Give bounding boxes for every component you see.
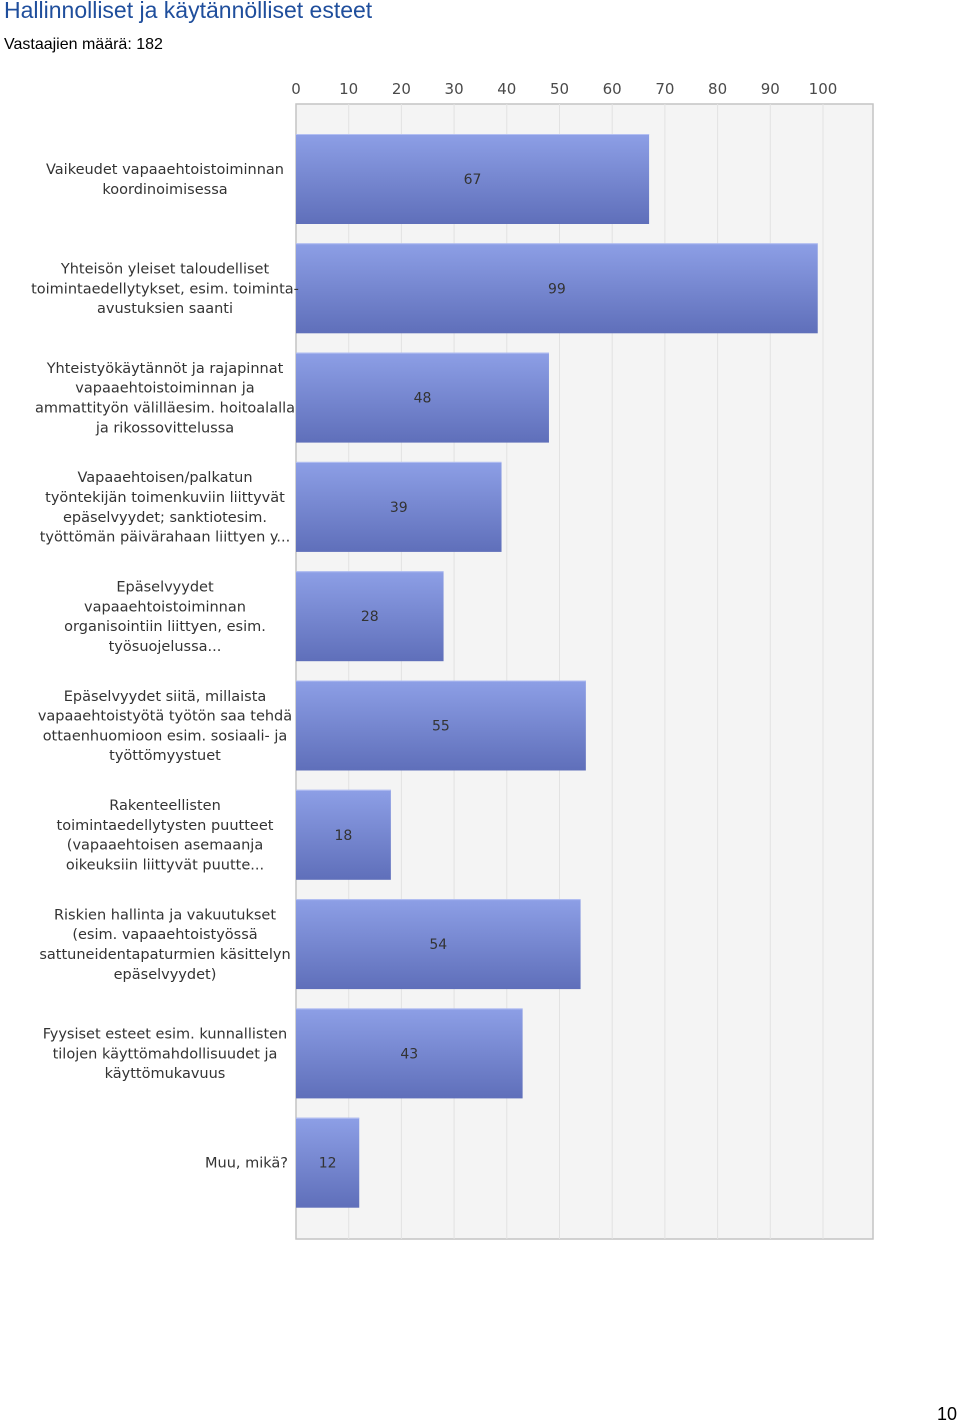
category-label-line: työttömän päivärahaan liittyen y...	[40, 530, 290, 546]
bar-value-label: 54	[429, 937, 447, 953]
category-label-line: työntekijän toimenkuviin liittyvät	[45, 490, 285, 506]
bar-value-label: 67	[464, 172, 482, 188]
category-label-line: ja rikossovittelussa	[95, 420, 234, 436]
x-tick-label: 90	[761, 80, 780, 98]
category-label-line: tilojen käyttömahdollisuudet ja	[53, 1046, 278, 1062]
x-tick-label: 50	[550, 80, 569, 98]
category-label-line: avustuksien saanti	[97, 301, 233, 317]
category-label-line: toimintaedellytykset, esim. toiminta-	[31, 281, 299, 297]
category-label-line: vapaaehtoistoiminnan	[84, 599, 246, 615]
x-tick-label: 20	[392, 80, 411, 98]
bar-chart: 0 10 20 30 40 50 60 70 80 90 100 67 99 48 39 28 55 18 54 4…	[0, 0, 960, 1300]
x-tick-label: 60	[603, 80, 622, 98]
category-label: Fyysiset esteet esim. kunnallisten tiloje…	[43, 1027, 288, 1083]
category-label-line: työttömyystuet	[109, 748, 221, 764]
category-label-line: Yhteistyökäytännöt ja rajapinnat	[46, 361, 284, 377]
category-label: Epäselvyydet siitä, millaista vapaaehtois…	[38, 689, 292, 764]
x-tick-label: 10	[339, 80, 358, 98]
category-label-line: käyttömukavuus	[105, 1066, 226, 1082]
bar-value-label: 12	[319, 1156, 337, 1172]
category-label-line: ammattityön välilläesim. hoitoalalla	[35, 401, 295, 417]
x-axis-ticks: 0 10 20 30 40 50 60 70 80 90 100	[291, 80, 837, 98]
category-label-line: Vapaaehtoisen/palkatun	[77, 470, 252, 486]
x-tick-label: 80	[708, 80, 727, 98]
category-label-line: epäselvyydet)	[114, 967, 217, 983]
x-tick-label: 40	[497, 80, 516, 98]
category-label-line: Riskien hallinta ja vakuutukset	[54, 907, 276, 923]
category-label: Yhteisön yleiset taloudelliset toimintaed…	[31, 262, 299, 318]
x-tick-label: 70	[655, 80, 674, 98]
category-label-line: Fyysiset esteet esim. kunnallisten	[43, 1027, 288, 1043]
category-label-line: ottaenhuomioon esim. sosiaali- ja	[43, 728, 288, 744]
category-label: Vaikeudet vapaaehtoistoiminnan koordinoim…	[46, 162, 284, 198]
page-number: 10	[937, 1404, 957, 1425]
category-label-line: Yhteisön yleiset taloudelliset	[60, 262, 270, 278]
category-label-line: Rakenteellisten	[109, 798, 221, 814]
category-label: Epäselvyydet vapaaehtoistoiminnan organiso…	[64, 580, 266, 655]
bar-value-label: 43	[400, 1046, 418, 1062]
category-label-line: Epäselvyydet siitä, millaista	[64, 689, 267, 705]
category-label-line: organisointiin liittyen, esim.	[64, 619, 266, 635]
x-tick-label: 30	[445, 80, 464, 98]
bar-value-label: 55	[432, 719, 450, 735]
category-label-line: vapaaehtoistyötä työtön saa tehdä	[38, 709, 292, 725]
category-labels: Vaikeudet vapaaehtoistoiminnan koordinoim…	[31, 162, 299, 1172]
category-label: Muu, mikä?	[205, 1156, 288, 1172]
category-label: Vapaaehtoisen/palkatun työntekijän toimen…	[40, 470, 290, 545]
category-label-line: (vapaaehtoisen asemaanja	[67, 838, 263, 854]
category-label-line: sattuneidentapaturmien käsittelyn	[39, 947, 290, 963]
category-label-line: vapaaehtoistoiminnan ja	[75, 381, 254, 397]
category-label-line: (esim. vapaaehtoistyössä	[72, 927, 257, 943]
bar-value-label: 28	[361, 609, 379, 625]
x-tick-label: 100	[809, 80, 838, 98]
category-label-line: Vaikeudet vapaaehtoistoiminnan	[46, 162, 284, 178]
bar-value-label: 99	[548, 281, 566, 297]
category-label: Yhteistyökäytännöt ja rajapinnat vapaaeht…	[35, 361, 295, 436]
category-label-line: työsuojelussa...	[109, 639, 222, 655]
category-label-line: Epäselvyydet	[116, 580, 214, 596]
category-label-line: epäselvyydet; sanktiotesim.	[63, 510, 267, 526]
category-label: Rakenteellisten toimintaedellytysten puut…	[57, 798, 274, 873]
category-label-line: Muu, mikä?	[205, 1156, 288, 1172]
category-label-line: oikeuksiin liittyvät puutte...	[66, 858, 264, 874]
category-label-line: koordinoimisessa	[102, 182, 227, 198]
bar-value-label: 48	[414, 391, 432, 407]
x-tick-label: 0	[291, 80, 301, 98]
category-label: Riskien hallinta ja vakuutukset (esim. va…	[39, 907, 290, 982]
category-label-line: toimintaedellytysten puutteet	[57, 818, 274, 834]
bar-value-label: 39	[390, 500, 408, 516]
bar-value-label: 18	[335, 828, 353, 844]
